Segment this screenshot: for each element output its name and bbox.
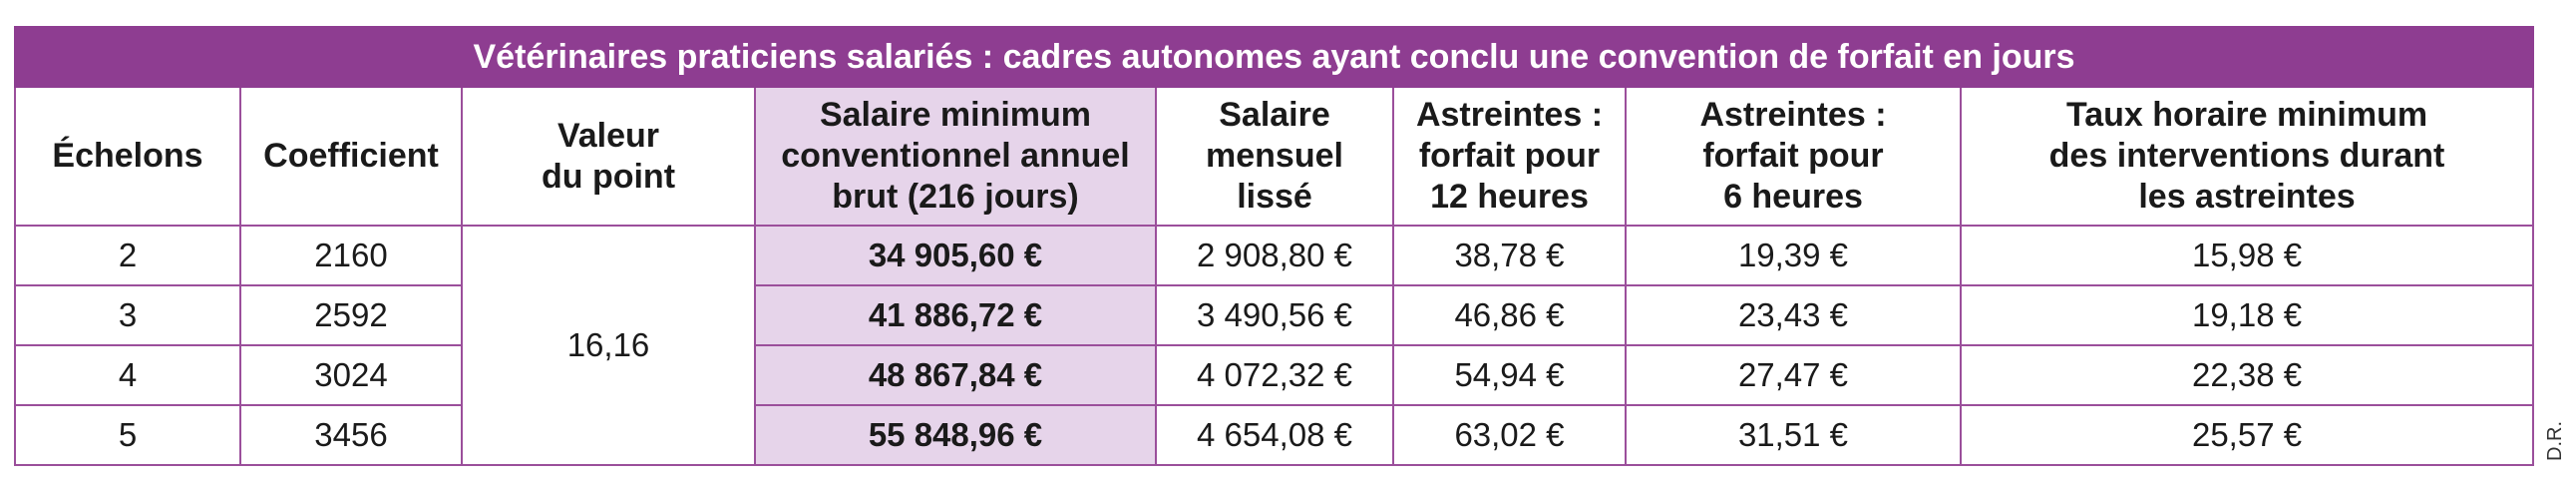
header-salaire-mensuel: Salaire mensuel lissé — [1155, 86, 1394, 227]
cell-astreinte-12h: 63,02 € — [1392, 404, 1627, 466]
header-salaire-annuel: Salaire minimum conventionnel annuel bru… — [754, 86, 1157, 227]
cell-salaire-mensuel: 4 072,32 € — [1155, 344, 1394, 406]
cell-coefficient: 2160 — [239, 225, 463, 286]
cell-salaire-mensuel: 4 654,08 € — [1155, 404, 1394, 466]
cell-echelon: 2 — [14, 225, 241, 286]
header-coefficient: Coefficient — [239, 86, 463, 227]
salary-table-container: Vétérinaires praticiens salariés : cadre… — [13, 26, 2535, 466]
header-valeur-point: Valeur du point — [461, 86, 756, 227]
salary-table: Vétérinaires praticiens salariés : cadre… — [13, 26, 2535, 466]
cell-echelon: 4 — [14, 344, 241, 406]
title-row: Vétérinaires praticiens salariés : cadre… — [13, 26, 2535, 88]
cell-salaire-annuel: 48 867,84 € — [754, 344, 1157, 406]
cell-salaire-mensuel: 3 490,56 € — [1155, 284, 1394, 346]
cell-echelon: 3 — [14, 284, 241, 346]
cell-astreinte-6h: 31,51 € — [1625, 404, 1962, 466]
cell-echelon: 5 — [14, 404, 241, 466]
header-taux-horaire: Taux horaire minimum des interventions d… — [1959, 86, 2535, 227]
table-row: 3 2592 41 886,72 € 3 490,56 € 46,86 € 23… — [14, 284, 2535, 346]
cell-astreinte-6h: 27,47 € — [1625, 344, 1962, 406]
cell-coefficient: 3456 — [239, 404, 463, 466]
cell-astreinte-12h: 54,94 € — [1392, 344, 1627, 406]
cell-taux-horaire: 15,98 € — [1959, 225, 2535, 286]
cell-salaire-annuel: 55 848,96 € — [754, 404, 1157, 466]
cell-astreinte-12h: 46,86 € — [1392, 284, 1627, 346]
cell-astreinte-6h: 19,39 € — [1625, 225, 1962, 286]
cell-coefficient: 2592 — [239, 284, 463, 346]
header-echelons: Échelons — [14, 86, 241, 227]
cell-salaire-annuel: 41 886,72 € — [754, 284, 1157, 346]
cell-astreinte-6h: 23,43 € — [1625, 284, 1962, 346]
cell-valeur-point: 16,16 — [461, 225, 756, 466]
photo-credit: D.R. — [2544, 421, 2566, 461]
cell-taux-horaire: 22,38 € — [1959, 344, 2535, 406]
cell-salaire-annuel: 34 905,60 € — [754, 225, 1157, 286]
cell-coefficient: 3024 — [239, 344, 463, 406]
table-row: 2 2160 16,16 34 905,60 € 2 908,80 € 38,7… — [14, 225, 2535, 466]
cell-taux-horaire: 19,18 € — [1959, 284, 2535, 346]
cell-taux-horaire: 25,57 € — [1959, 404, 2535, 466]
header-row: Échelons Coefficient Valeur du point Sal… — [14, 86, 2535, 227]
cell-astreinte-12h: 38,78 € — [1392, 225, 1627, 286]
table-row: 5 3456 55 848,96 € 4 654,08 € 63,02 € 31… — [14, 404, 2535, 466]
table-row: 4 3024 48 867,84 € 4 072,32 € 54,94 € 27… — [14, 344, 2535, 406]
header-astreinte-6h: Astreintes : forfait pour 6 heures — [1625, 86, 1962, 227]
header-astreinte-12h: Astreintes : forfait pour 12 heures — [1392, 86, 1627, 227]
table-title: Vétérinaires praticiens salariés : cadre… — [13, 26, 2535, 88]
cell-salaire-mensuel: 2 908,80 € — [1155, 225, 1394, 286]
